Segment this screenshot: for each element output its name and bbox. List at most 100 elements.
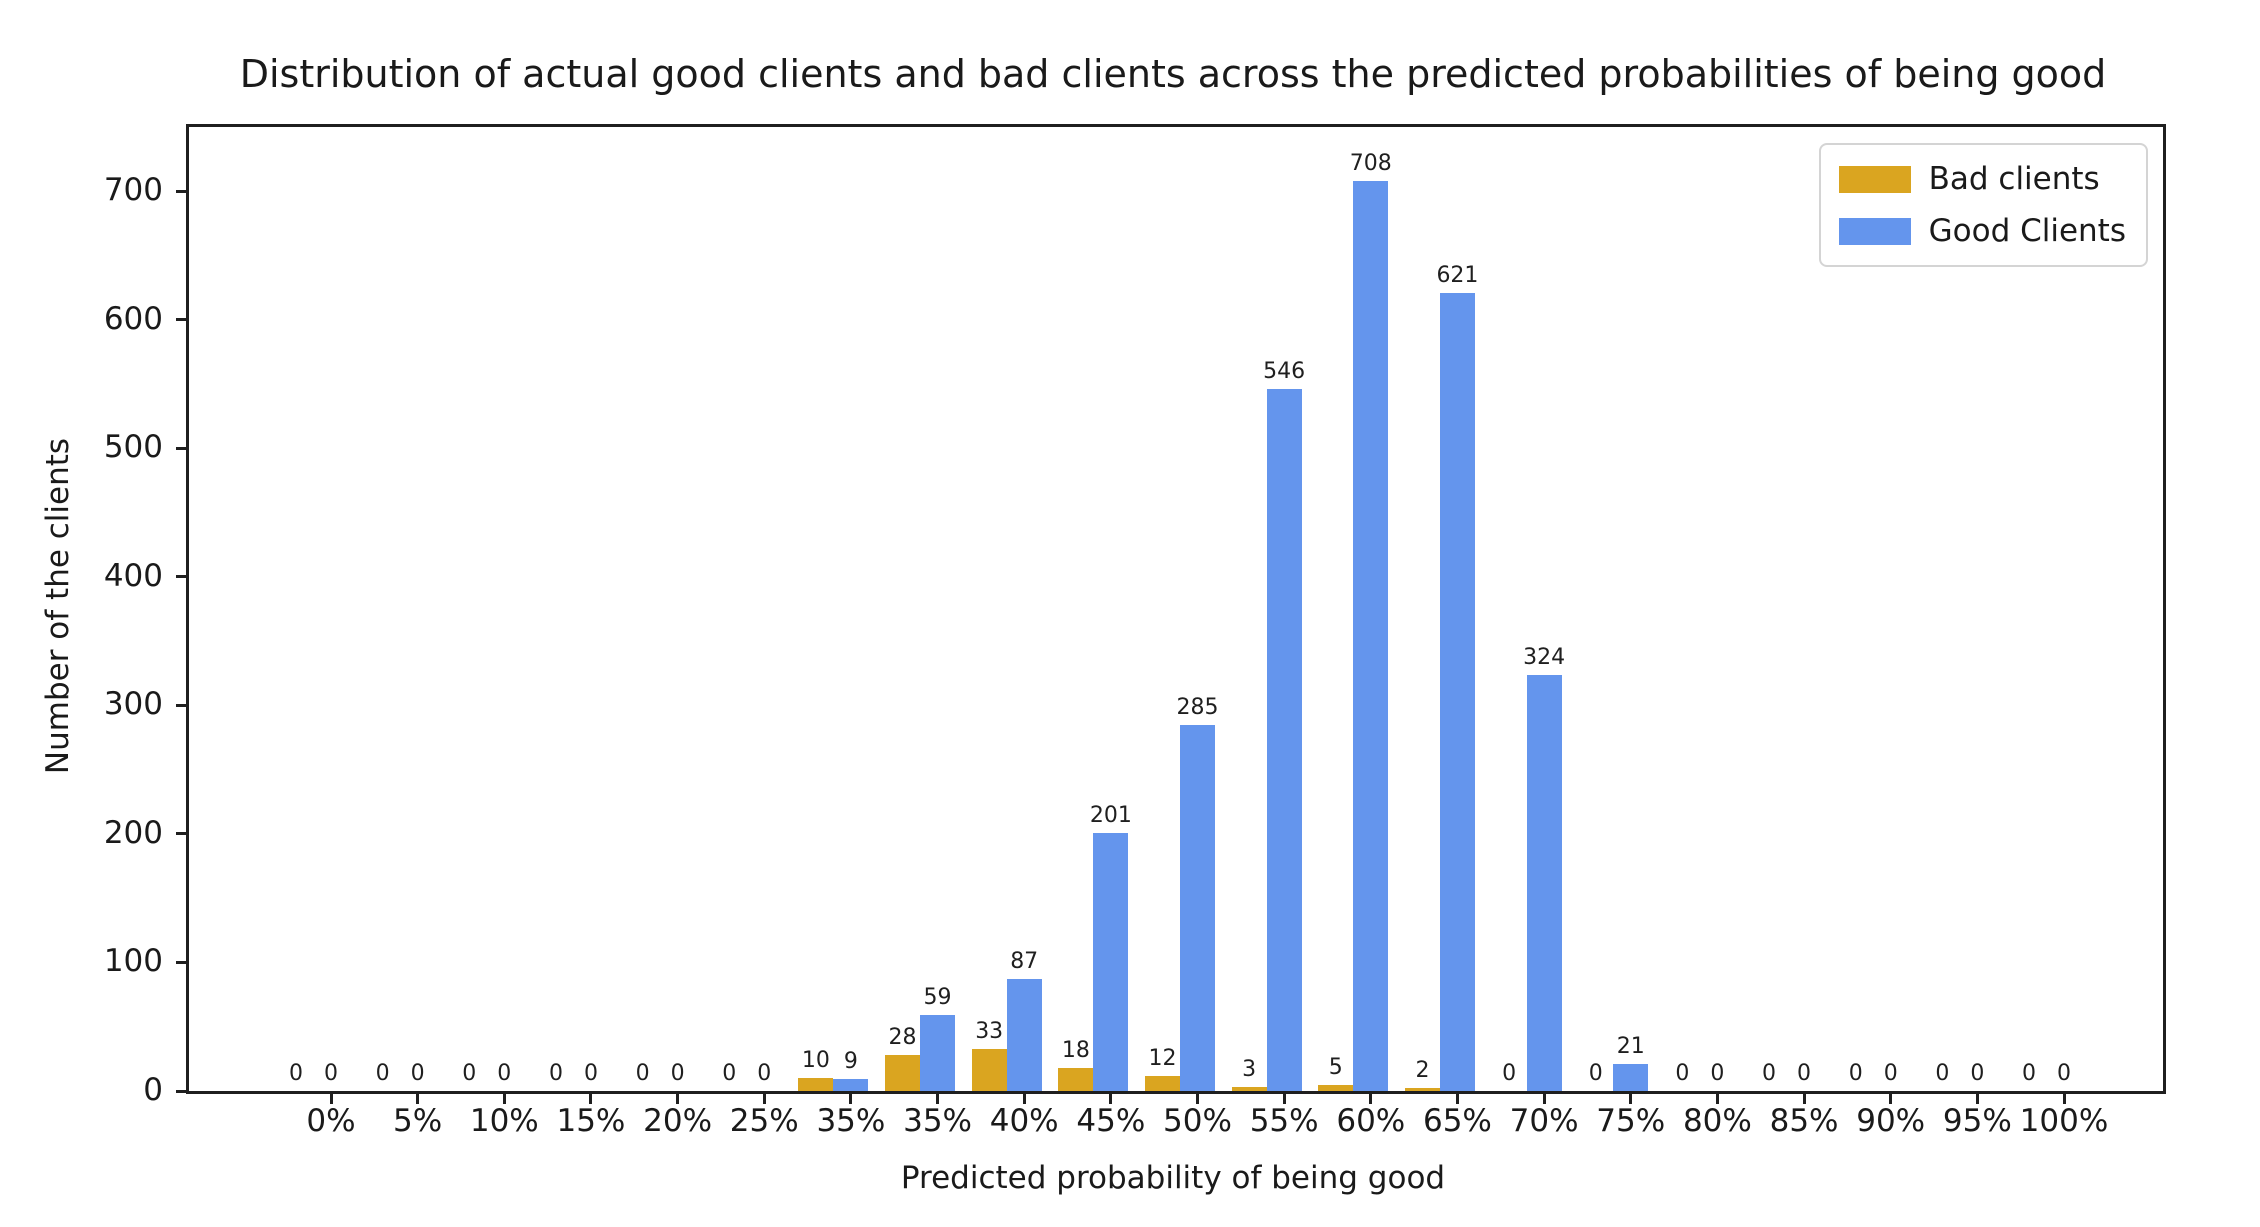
y-tick-label: 500: [103, 429, 163, 466]
x-tick-mark: [1369, 1094, 1373, 1104]
x-tick-label: 35%: [816, 1103, 886, 1139]
bar-good-clients: [1439, 292, 1475, 1091]
bar-value-label: 12: [1148, 1045, 1177, 1071]
x-tick-mark: [416, 1094, 420, 1104]
y-tick-mark: [176, 189, 186, 193]
bar-value-label: 0: [1675, 1061, 1690, 1086]
y-tick-label: 200: [103, 814, 163, 851]
x-tick-label: 15%: [556, 1103, 626, 1139]
x-tick-mark: [1975, 1094, 1979, 1104]
x-tick-label: 10%: [469, 1103, 539, 1139]
x-tick-label: 85%: [1769, 1103, 1839, 1139]
x-tick-label: 45%: [1076, 1103, 1146, 1139]
x-tick-mark: [936, 1094, 940, 1104]
y-tick-mark: [176, 318, 186, 322]
x-tick-mark: [849, 1094, 853, 1104]
bar-value-label: 201: [1089, 802, 1132, 828]
legend-label-good-clients: Good Clients: [1928, 213, 2126, 249]
bar-value-label: 0: [1588, 1061, 1603, 1086]
bar-value-label: 18: [1061, 1037, 1090, 1063]
bar-value-label: 0: [1502, 1061, 1517, 1086]
y-tick-label: 400: [103, 557, 163, 594]
legend-swatch-bad-clients: [1838, 165, 1911, 193]
chart-title: Distribution of actual good clients and …: [239, 52, 2107, 96]
bar-bad-clients: [1404, 1088, 1440, 1091]
x-tick-mark: [1282, 1094, 1286, 1104]
bar-value-label: 0: [722, 1061, 737, 1086]
x-tick-label: 50%: [1163, 1103, 1232, 1139]
x-tick-label: 60%: [1336, 1103, 1406, 1139]
bar-value-label: 0: [462, 1061, 477, 1086]
bar-value-label: 0: [757, 1061, 772, 1086]
bar-bad-clients: [1145, 1075, 1180, 1091]
x-tick-mark: [676, 1094, 680, 1104]
bar-value-label: 0: [289, 1061, 303, 1086]
bar-value-label: 324: [1523, 644, 1566, 670]
y-tick-label: 700: [103, 172, 163, 209]
x-tick-label: 65%: [1422, 1103, 1492, 1139]
x-tick-mark: [502, 1094, 506, 1104]
bar-value-label: 0: [1970, 1061, 1985, 1086]
bar-good-clients: [1526, 674, 1562, 1091]
x-tick-mark: [1889, 1094, 1893, 1104]
bar-value-label: 0: [1710, 1061, 1725, 1086]
bar-value-label: 621: [1436, 262, 1479, 288]
bar-value-label: 0: [324, 1061, 338, 1086]
bar-value-label: 0: [497, 1061, 512, 1086]
bar-value-label: 0: [1935, 1061, 1950, 1086]
x-tick-mark: [589, 1094, 593, 1104]
bar-good-clients: [920, 1015, 956, 1091]
bar-bad-clients: [971, 1048, 1007, 1091]
y-axis-label: Number of the clients: [40, 437, 76, 775]
x-tick-label: 100%: [2019, 1103, 2109, 1139]
bar-value-label: 0: [375, 1061, 390, 1086]
y-tick-mark: [176, 832, 186, 836]
bar-value-label: 0: [583, 1061, 598, 1086]
bar-bad-clients: [1231, 1087, 1267, 1091]
bar-bad-clients: [885, 1055, 921, 1091]
x-tick-mark: [1196, 1094, 1199, 1104]
bar-value-label: 28: [888, 1025, 917, 1050]
x-tick-mark: [1629, 1094, 1633, 1104]
bar-good-clients: [833, 1079, 869, 1091]
bar-value-label: 546: [1263, 359, 1306, 385]
bar-value-label: 0: [2022, 1061, 2036, 1086]
y-tick-mark: [176, 703, 186, 707]
x-tick-label: 95%: [1942, 1103, 2012, 1139]
bar-value-label: 0: [2057, 1061, 2071, 1086]
bar-value-label: 0: [1848, 1061, 1863, 1086]
y-tick-label: 600: [103, 300, 163, 337]
bar-good-clients: [1093, 832, 1129, 1091]
bar-bad-clients: [798, 1078, 834, 1091]
bar-bad-clients: [1058, 1067, 1094, 1091]
x-tick-mark: [2062, 1094, 2066, 1104]
y-tick-label: 100: [103, 943, 163, 980]
x-tick-mark: [329, 1094, 333, 1104]
y-tick-label: 0: [143, 1072, 163, 1108]
bar-value-label: 33: [975, 1018, 1004, 1044]
bar-value-label: 87: [1010, 949, 1039, 975]
legend: Bad clients Good Clients: [1818, 143, 2148, 267]
x-tick-label: 0%: [306, 1103, 356, 1139]
y-tick-mark: [176, 446, 186, 450]
y-tick-label: 300: [103, 686, 163, 723]
bar-value-label: 2: [1415, 1058, 1430, 1084]
legend-swatch-good-clients: [1838, 217, 1911, 245]
x-tick-mark: [1022, 1094, 1026, 1104]
x-tick-label: 35%: [903, 1103, 972, 1139]
bar-value-label: 0: [1762, 1061, 1777, 1086]
legend-label-bad-clients: Bad clients: [1928, 161, 2100, 197]
bar-value-label: 3: [1242, 1057, 1257, 1083]
legend-item-bad-clients: Bad clients: [1838, 161, 2126, 197]
bar-good-clients: [1266, 389, 1302, 1091]
x-tick-label: 90%: [1856, 1103, 1926, 1139]
bar-value-label: 10: [801, 1048, 830, 1074]
bar-value-label: 59: [923, 985, 952, 1011]
plot-area: 0 100 200 300 400 500 600 700 0% 0 0 5% 0 0 10% 0 0 15% 0 0…: [104, 124, 2166, 1139]
y-tick-mark: [176, 960, 186, 964]
y-tick-mark: [176, 1089, 186, 1093]
x-axis-label: Predicted probability of being good: [900, 1160, 1446, 1196]
bar-value-label: 0: [1797, 1061, 1812, 1086]
x-tick-label: 70%: [1509, 1103, 1579, 1139]
